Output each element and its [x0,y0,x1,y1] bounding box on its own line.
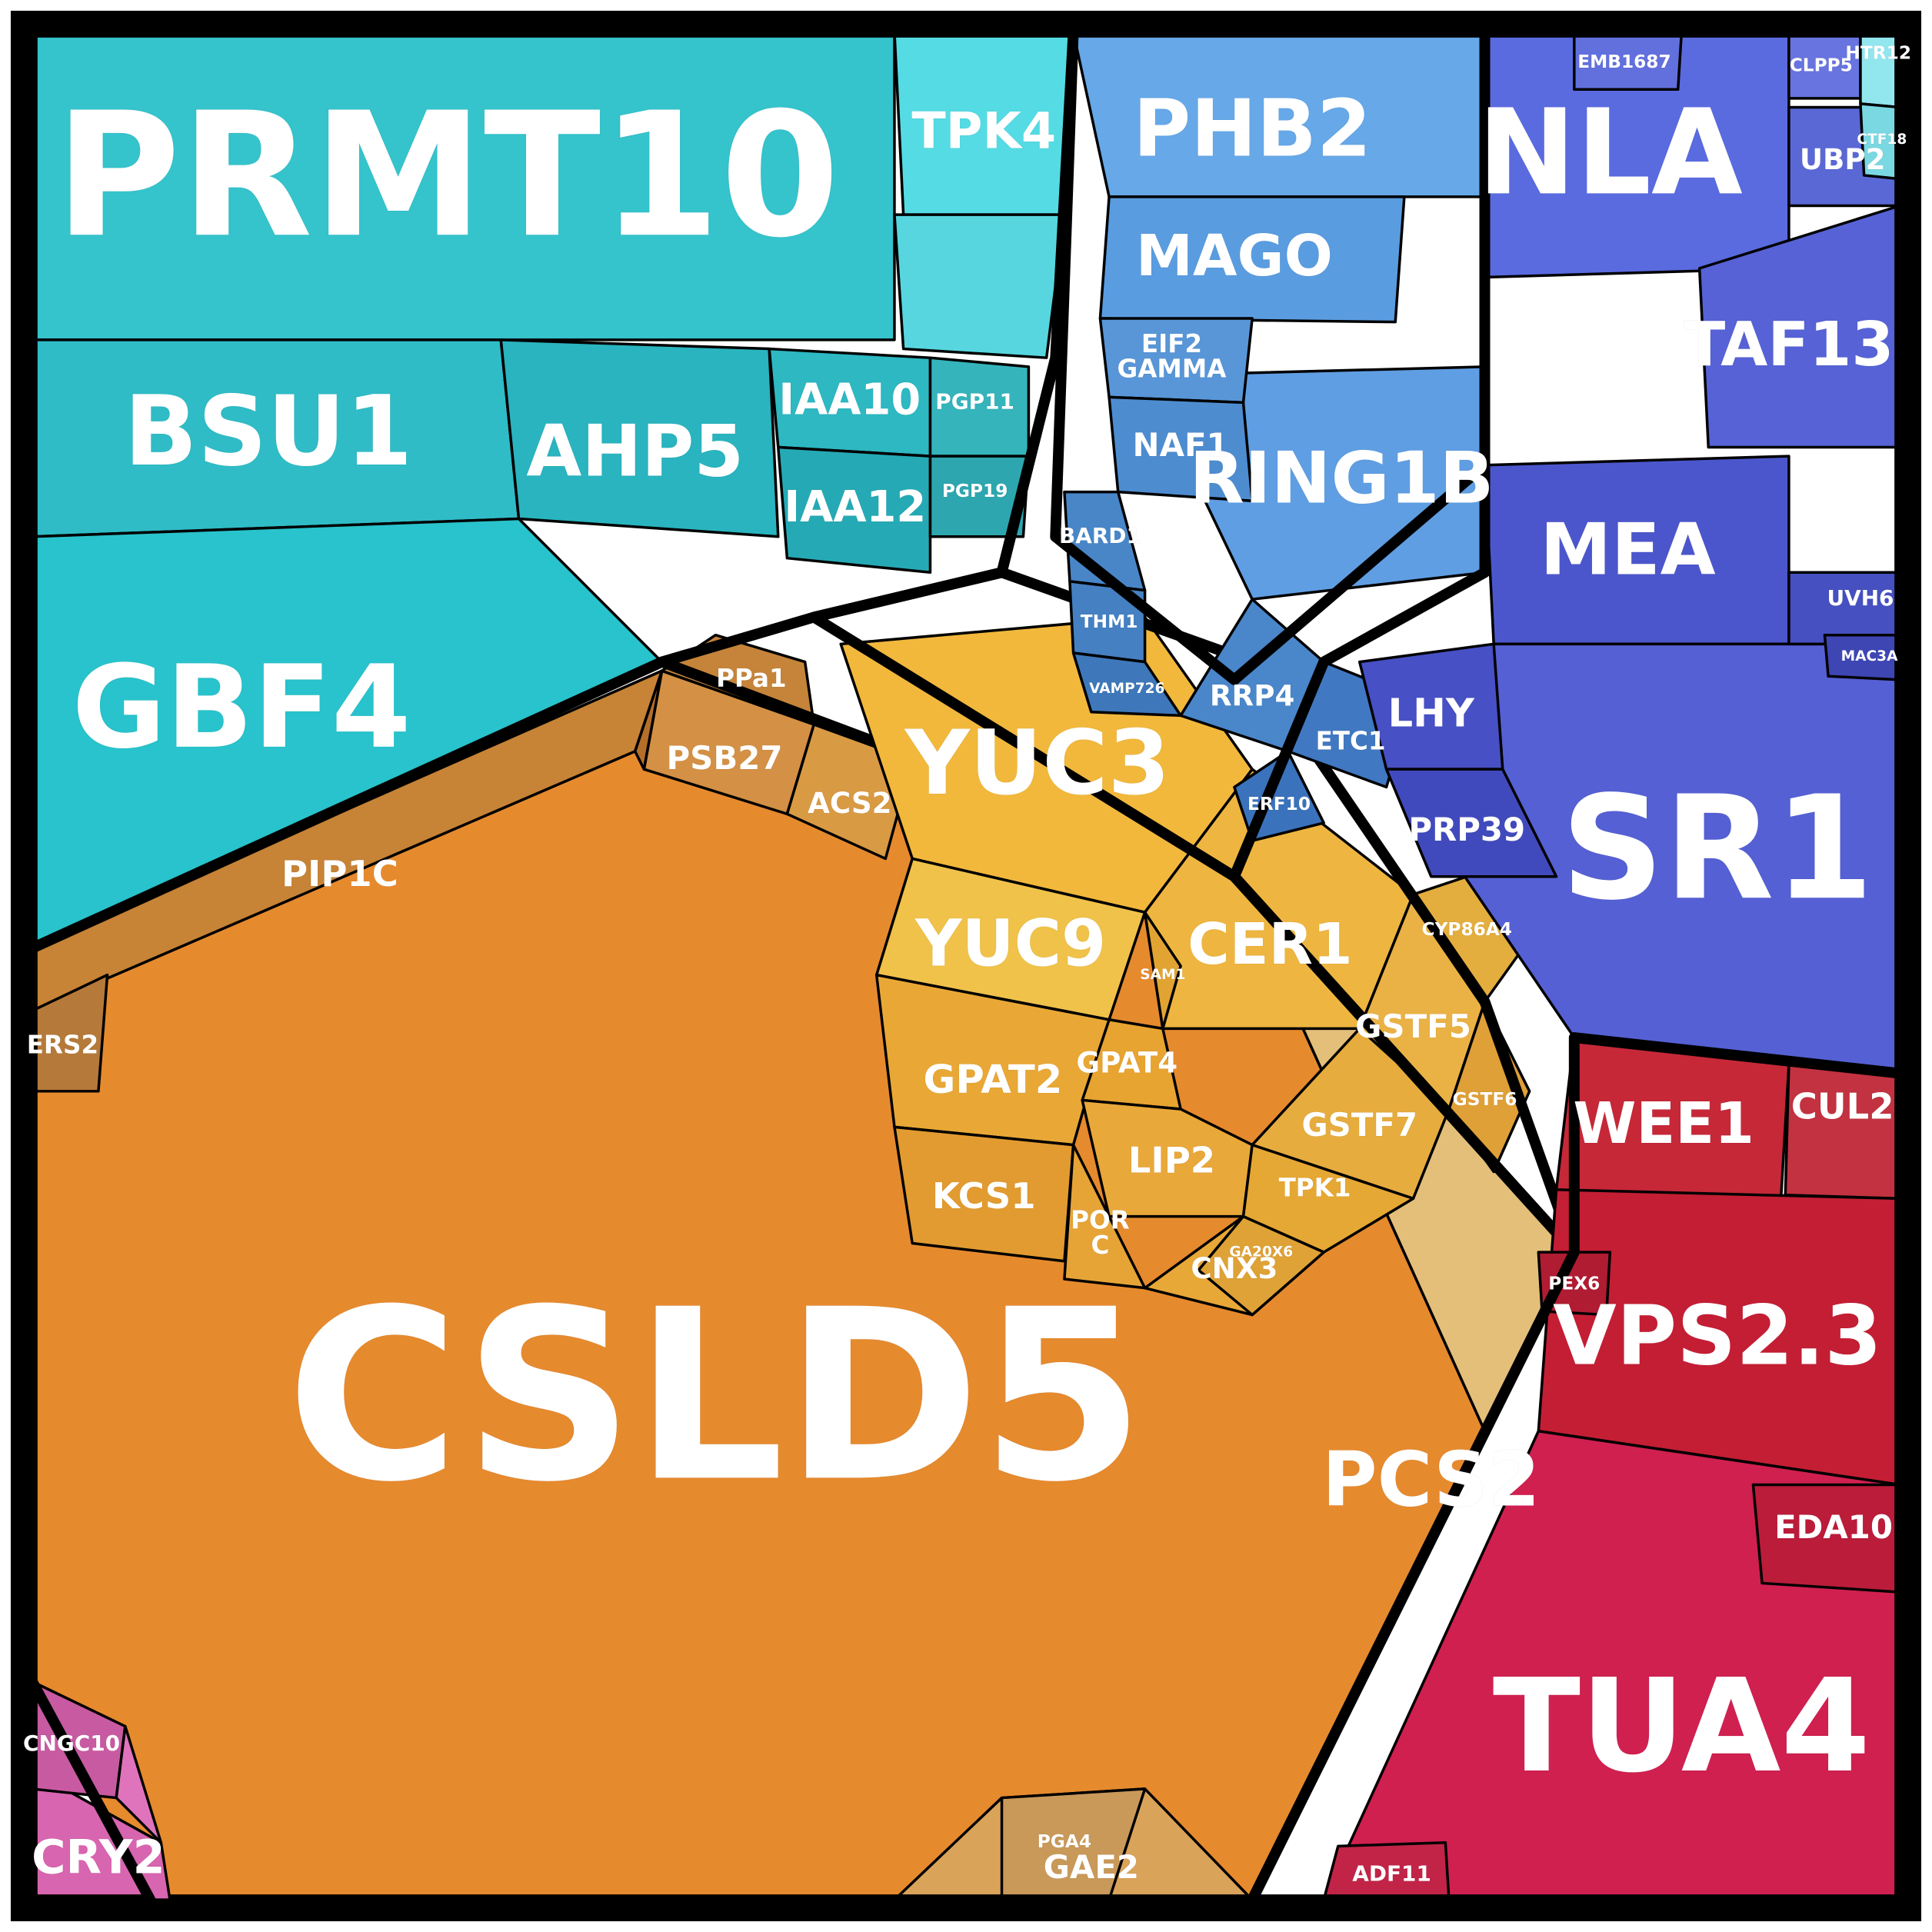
label-GSTF6: GSTF6 [1453,1089,1517,1110]
label-RRP4: RRP4 [1210,679,1294,713]
label-IAA10: IAA10 [778,375,921,425]
label-ERS2: ERS2 [27,1031,98,1060]
label-PRMT10: PRMT10 [55,75,840,275]
label-LHY: LHY [1388,691,1475,736]
cell-cyan-sliver-1 [894,215,1064,358]
label-YUC9: YUC9 [914,906,1106,981]
label-MAGO: MAGO [1136,222,1333,289]
label-GBF4: GBF4 [72,641,411,774]
label-RING1B: RING1B [1189,436,1494,519]
label-VPS2.3: VPS2.3 [1553,1289,1882,1384]
label-GPAT2: GPAT2 [923,1058,1062,1103]
label-TPK4: TPK4 [911,103,1056,161]
label-ETC1: ETC1 [1316,726,1386,755]
cell-CUL2 [1785,1064,1900,1198]
label-ACS2: ACS2 [808,786,891,820]
label-SR1: SR1 [1561,764,1874,931]
label-BARD1: BARD1 [1059,523,1141,548]
label-WEE1: WEE1 [1573,1090,1754,1157]
label-MEA: MEA [1541,508,1716,591]
label-CSLD5: CSLD5 [286,1259,1144,1534]
label-HTR12: HTR12 [1845,42,1911,63]
label-PPa1: PPa1 [716,664,786,693]
label-PCS2: PCS2 [1322,1436,1540,1524]
label-PIP1C: PIP1C [281,853,398,894]
treemap-svg: CSLD5 PCS2 GAE2PGA4 PIP1C ERS2 PSB27 PPa1 ACS2 Y… [0,0,1932,1932]
label-IAA12: IAA12 [784,482,926,532]
label-PGP11: PGP11 [935,388,1014,414]
label-CTF18: CTF18 [1857,132,1907,148]
label-EMB1687: EMB1687 [1577,52,1671,72]
label-CUL2: CUL2 [1791,1086,1894,1128]
label-LIP2: LIP2 [1128,1139,1215,1181]
label-TPK1: TPK1 [1279,1174,1351,1203]
label-MAC3A: MAC3A [1841,648,1898,665]
label-ERF10: ERF10 [1247,794,1311,814]
label-VAMP726: VAMP726 [1089,681,1164,697]
label-PGP19: PGP19 [942,481,1008,501]
label-GSTF7: GSTF7 [1301,1106,1417,1144]
label-NAF1: NAF1 [1133,426,1229,464]
label-GAE2: GAE2 [1044,1848,1139,1886]
label-TUA4: TUA4 [1493,1652,1870,1801]
label-THM1: THM1 [1081,611,1138,632]
label-YUC3: YUC3 [904,711,1171,815]
label-PSB27: PSB27 [667,739,783,777]
label-PGA4: PGA4 [1038,1831,1091,1852]
voronoi-treemap: CSLD5 PCS2 GAE2PGA4 PIP1C ERS2 PSB27 PPa1 ACS2 Y… [0,0,1932,1932]
label-SAM1: SAM1 [1140,967,1185,983]
label-EDA10: EDA10 [1774,1508,1893,1546]
label-ADF11: ADF11 [1352,1861,1431,1887]
label-CRY2: CRY2 [32,1831,165,1885]
label-BSU1: BSU1 [124,375,413,488]
label-CNGC10: CNGC10 [23,1730,120,1756]
label-PEX6: PEX6 [1548,1274,1600,1294]
label-KCS1: KCS1 [932,1175,1036,1217]
label-GA20X6: GA20X6 [1229,1244,1293,1261]
label-GPAT4: GPAT4 [1077,1045,1178,1079]
label-CLPP5: CLPP5 [1790,55,1853,76]
label-CYP86A4: CYP86A4 [1422,919,1512,940]
label-NLA: NLA [1477,85,1743,222]
label-GSTF5: GSTF5 [1355,1008,1471,1045]
label-UVH6: UVH6 [1827,585,1894,611]
label-PRP39: PRP39 [1408,811,1525,848]
label-PHB2: PHB2 [1133,83,1371,175]
label-AHP5: AHP5 [526,410,744,493]
label-TAF13: TAF13 [1684,309,1894,380]
label-CER1: CER1 [1188,911,1353,978]
